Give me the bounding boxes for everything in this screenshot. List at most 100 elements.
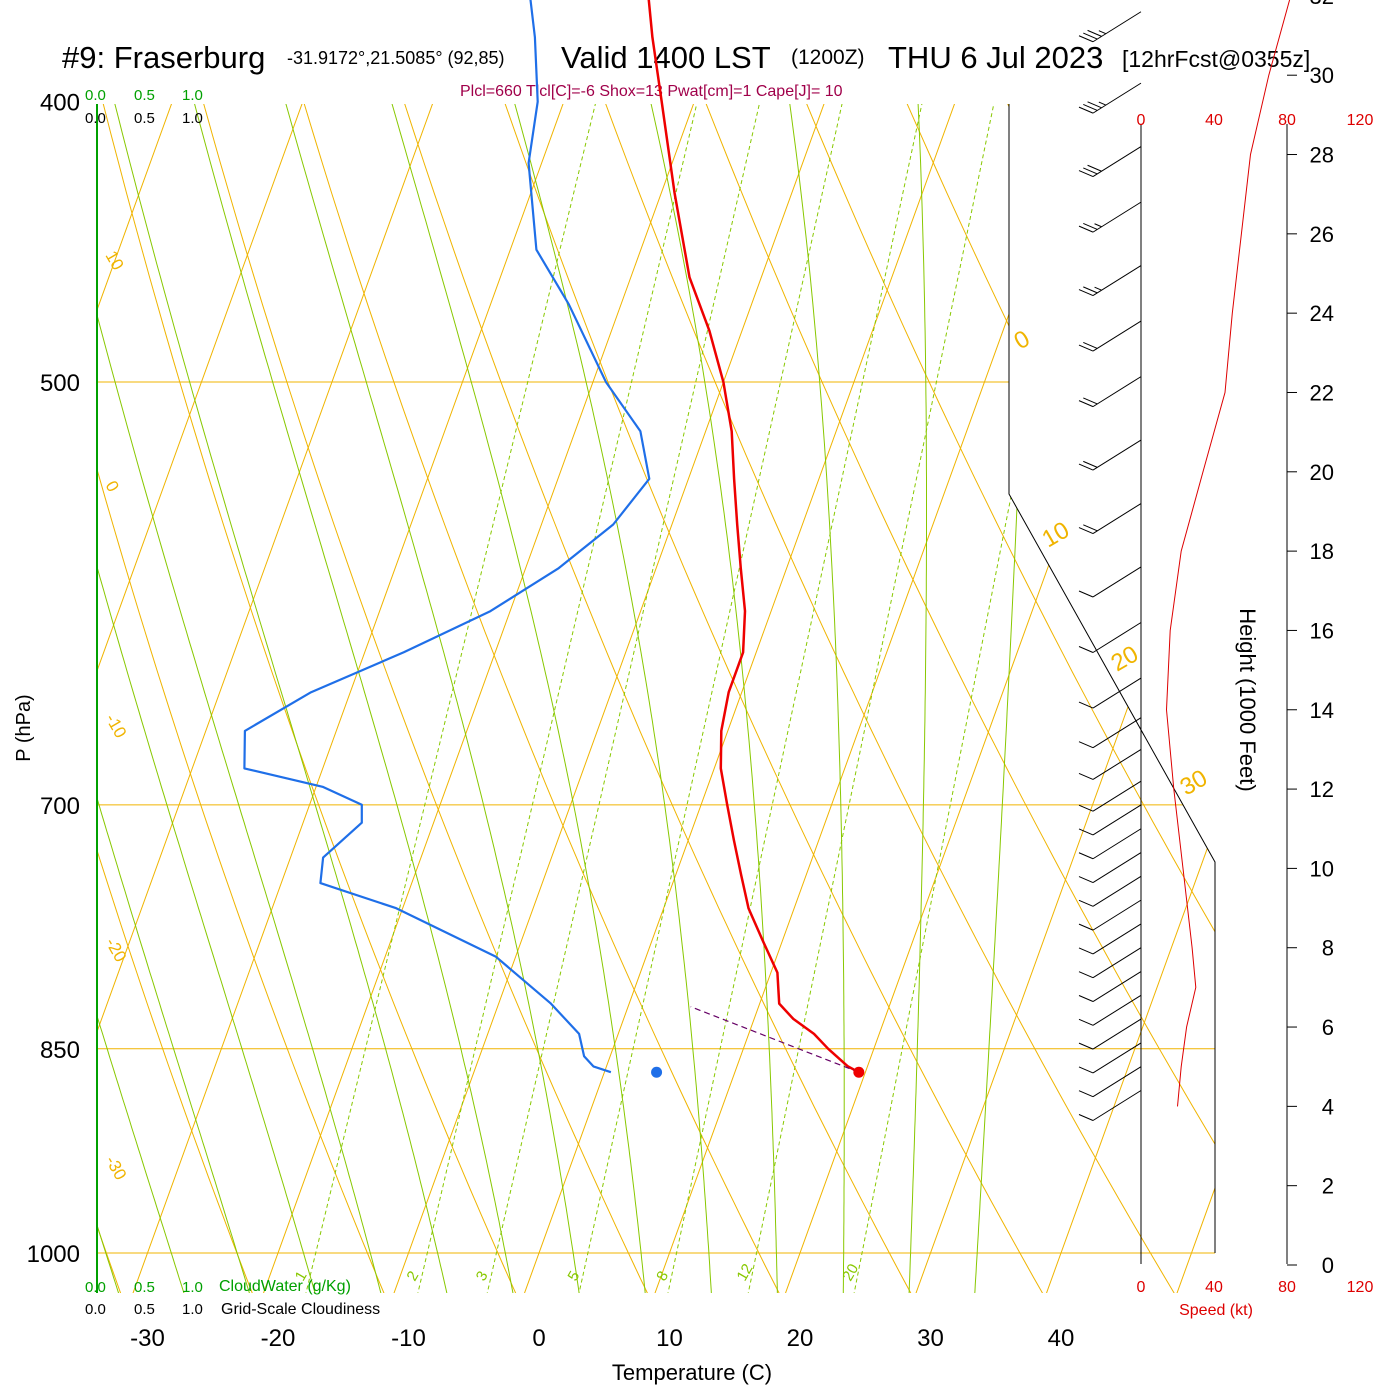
mixing-ratio-line [666, 104, 923, 1293]
surface-dewpoint-dot [651, 1066, 663, 1078]
isotherm-label: 20 [1107, 640, 1144, 677]
height-tick-label: 6 [1322, 1015, 1334, 1040]
mixing-ratio-line [747, 104, 995, 1293]
isotherm-line [1044, 104, 1215, 1293]
dry-adiabat [97, 104, 394, 1293]
wind-barb [1078, 376, 1142, 408]
wind-barb [1078, 1090, 1142, 1121]
cloud-water-label: CloudWater (g/Kg) [219, 1278, 351, 1295]
temperature-tick-label: 0 [532, 1325, 545, 1352]
moist-adiabat [669, 104, 845, 1293]
mixing-ratio-line [304, 104, 597, 1293]
wind-barb [1078, 320, 1142, 352]
wind-barb [1078, 875, 1142, 907]
mixing-ratio-line [486, 104, 761, 1293]
height-tick-label: 0 [1322, 1253, 1334, 1278]
height-tick-label: 12 [1310, 777, 1334, 802]
isotherm-label: 10 [1038, 516, 1075, 553]
isotherm-label: -30 [102, 1153, 131, 1184]
height-tick-label: 16 [1310, 618, 1334, 643]
station-coords: -31.9172°,21.5085° (92,85) [287, 48, 505, 68]
cloud-water-tick: 0.0 [85, 1279, 106, 1296]
cloudiness-tick: 1.0 [182, 1301, 203, 1318]
speed-tick-top: 120 [1347, 112, 1374, 129]
dry-adiabat [414, 104, 1188, 1293]
title-bar: #9: Fraserburg -31.9172°,21.5085° (92,85… [0, 38, 1400, 78]
isotherm-line [1306, 0, 1400, 1296]
height-tick-label: 20 [1310, 460, 1334, 485]
wind-barb [1078, 146, 1142, 178]
dry-adiabat [677, 104, 1215, 1293]
speed-tick-bottom: 120 [1347, 1279, 1374, 1296]
moist-adiabat [97, 104, 387, 1293]
temperature-tick-label: -10 [391, 1325, 426, 1352]
isotherm-line [522, 104, 1170, 1293]
isotherm-line [97, 104, 517, 1293]
moist-adiabat [97, 104, 126, 1293]
wind-barb [1078, 11, 1142, 43]
speed-tick-bottom: 80 [1278, 1279, 1296, 1296]
height-tick-label: 8 [1322, 936, 1334, 961]
dry-adiabat [97, 104, 261, 1293]
wind-barb [1078, 1066, 1142, 1098]
isotherm-label: 30 [1176, 764, 1213, 801]
pressure-tick-label: 850 [40, 1037, 80, 1064]
wind-panel: 0040408080120120024681012141618202224262… [1078, 0, 1374, 1296]
pressure-tick-label: 1000 [27, 1241, 80, 1268]
mixing-ratio-label: 2 [404, 1268, 423, 1284]
temperature-tick-label: 20 [787, 1325, 814, 1352]
utc-time: (1200Z) [791, 46, 865, 69]
temperature-tick-label: 40 [1048, 1325, 1075, 1352]
height-tick-label: 2 [1322, 1174, 1334, 1199]
parcel-trace [690, 1006, 860, 1073]
height-tick-label: 18 [1310, 539, 1334, 564]
height-tick-label: 14 [1310, 698, 1334, 723]
isotherm-line [261, 104, 909, 1293]
dry-adiabat [1204, 104, 1215, 1293]
speed-tick-top: 40 [1205, 112, 1223, 129]
wind-barb [1078, 265, 1142, 297]
moist-adiabat [352, 104, 714, 1293]
wind-barb [1078, 804, 1142, 836]
dry-adiabat [1293, 0, 1400, 1314]
wind-barb [1078, 439, 1142, 471]
height-tick-label: 30 [1310, 63, 1334, 88]
height-tick-label: 22 [1310, 380, 1334, 405]
wind-barb [1078, 748, 1142, 780]
isotherm-line [97, 104, 126, 1293]
wind-barb [1078, 780, 1142, 812]
cloud-water-tick: 1.0 [182, 1279, 203, 1296]
height-tick-label: 4 [1322, 1094, 1334, 1119]
mixing-ratio-label: 5 [564, 1268, 583, 1284]
cloudiness-label: Grid-Scale Cloudiness [221, 1301, 380, 1318]
dry-adiabat [97, 104, 526, 1293]
wind-barb [1078, 971, 1142, 1002]
wind-speed-line [1165, 0, 1291, 1107]
cloud-water-tick: 0.0 [85, 87, 106, 104]
dry-adiabat [150, 104, 791, 1293]
isotherm-label: 10 [102, 248, 128, 274]
height-tick-label: 10 [1310, 856, 1334, 881]
isotherm-line [653, 104, 1215, 1293]
pressure-tick-label: 700 [40, 793, 80, 820]
isotherm-line [392, 104, 1039, 1293]
mixing-ratio-label: 12 [733, 1261, 756, 1284]
cloudiness-tick: 1.0 [182, 110, 203, 127]
surface-temperature-dot [853, 1066, 865, 1078]
speed-tick-top: 0 [1137, 112, 1146, 129]
speed-axis-label: Speed (kt) [1179, 1302, 1253, 1319]
cloud-water-tick: 0.5 [134, 87, 155, 104]
moist-adiabat [97, 104, 518, 1293]
height-tick-label: 26 [1310, 222, 1334, 247]
dry-adiabat [97, 104, 658, 1293]
sounding-indices: Plcl=660 Tlcl[C]=-6 Shox=13 Pwat[cm]=1 C… [460, 83, 843, 100]
dewpoint-line [243, 0, 651, 1074]
dry-adiabat [589, 104, 1215, 1293]
temperature-line [647, 0, 860, 1074]
isotherm-line [97, 104, 648, 1293]
moist-adiabat [857, 104, 927, 1293]
dry-adiabat [238, 104, 923, 1293]
moist-adiabat [97, 104, 192, 1293]
